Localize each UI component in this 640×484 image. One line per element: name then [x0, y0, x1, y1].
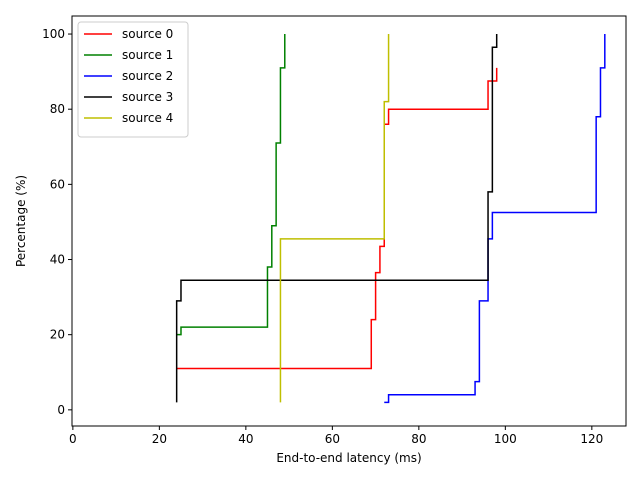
- legend-label: source 3: [122, 90, 173, 104]
- x-tick-label: 100: [494, 432, 517, 446]
- x-tick-label: 40: [238, 432, 253, 446]
- y-tick-label: 20: [50, 328, 65, 342]
- y-tick-label: 100: [42, 27, 65, 41]
- y-tick-label: 60: [50, 177, 65, 191]
- series-line: [175, 34, 498, 403]
- series-line: [176, 34, 286, 336]
- legend-label: source 0: [122, 27, 173, 41]
- series-line: [176, 67, 498, 370]
- y-tick-label: 80: [50, 102, 65, 116]
- legend-label: source 1: [122, 48, 173, 62]
- y-tick-label: 0: [57, 403, 65, 417]
- x-tick-label: 0: [69, 432, 77, 446]
- legend-label: source 2: [122, 69, 173, 83]
- y-axis-label: Percentage (%): [14, 175, 28, 267]
- x-axis-label: End-to-end latency (ms): [276, 451, 421, 465]
- x-tick-label: 60: [325, 432, 340, 446]
- x-tick-label: 80: [411, 432, 426, 446]
- series-line: [279, 34, 390, 403]
- plot-frame: [71, 15, 627, 427]
- x-tick-label: 20: [152, 432, 167, 446]
- x-tick-label: 120: [580, 432, 603, 446]
- legend-box: [77, 21, 189, 138]
- legend-label: source 4: [122, 111, 173, 125]
- y-tick-label: 40: [50, 253, 65, 267]
